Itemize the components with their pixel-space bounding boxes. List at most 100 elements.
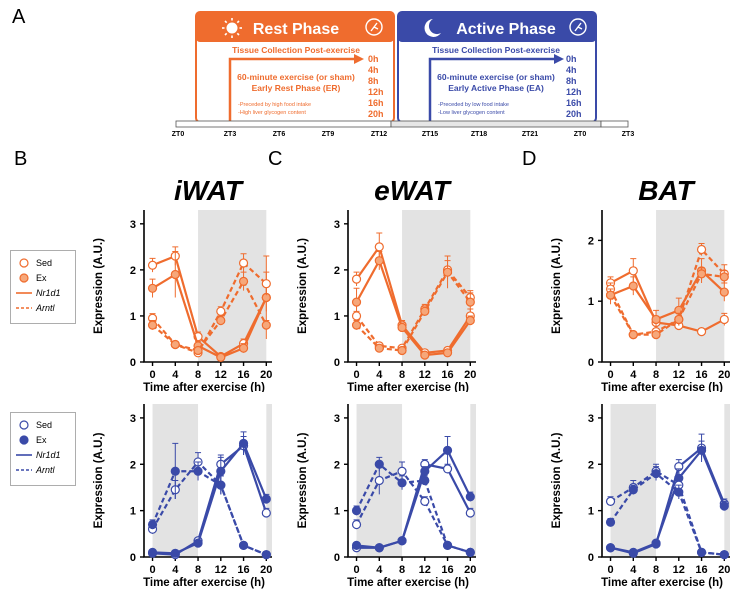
active-exercise-text: 60-minute exercise (or sham) <box>437 72 555 82</box>
zt-label-5: ZT15 <box>422 131 438 138</box>
panel-letter-c: C <box>268 148 283 170</box>
runner-icon-active <box>569 18 587 36</box>
zt-label-4: ZT12 <box>371 131 387 138</box>
data-point <box>374 256 384 266</box>
y-tick-label: 2 <box>130 459 136 471</box>
data-point <box>442 267 453 277</box>
data-point <box>465 508 475 518</box>
x-tick-label: 4 <box>376 369 383 381</box>
zt-label-0: ZT0 <box>172 131 185 138</box>
data-point <box>420 350 430 360</box>
data-point <box>193 538 203 548</box>
data-point <box>465 492 475 502</box>
chart-title: iWAT <box>174 175 245 206</box>
data-point <box>696 445 707 455</box>
data-point <box>261 279 271 289</box>
data-point <box>351 506 362 516</box>
data-point <box>216 306 226 316</box>
data-point <box>442 445 453 455</box>
active-phase-title: Active Phase <box>456 21 556 38</box>
sun-icon <box>222 18 242 38</box>
data-point <box>374 459 384 469</box>
data-point <box>628 266 638 276</box>
data-point <box>651 330 661 340</box>
series-line <box>355 267 472 350</box>
zt-bar-dark <box>390 120 602 128</box>
y-tick-label: 0 <box>130 357 136 369</box>
data-point <box>696 327 707 337</box>
data-point <box>442 348 453 358</box>
active-hours: 0h 4h 8h 12h 16h 20h <box>566 54 582 119</box>
data-point <box>170 548 180 558</box>
rest-hour-2: 8h <box>368 76 379 86</box>
data-point <box>397 466 407 476</box>
data-point <box>674 314 684 325</box>
data-point <box>238 540 249 551</box>
data-point <box>465 547 475 557</box>
y-tick-label: 3 <box>130 219 136 231</box>
data-point <box>605 517 616 527</box>
y-tick-label: 2 <box>588 235 594 247</box>
phase-shading <box>470 404 476 557</box>
rest-collection-text: Tissue Collection Post-exercise <box>232 45 360 55</box>
data-point <box>147 519 158 530</box>
active-hour-4: 16h <box>566 98 582 108</box>
data-point <box>193 466 203 476</box>
rest-phase-header <box>196 12 394 42</box>
x-tick-label: 4 <box>172 369 179 381</box>
y-tick-label: 3 <box>334 219 340 231</box>
y-axis-label: Expression (A.U.) <box>551 238 563 334</box>
data-point <box>351 274 362 284</box>
data-point <box>442 540 453 551</box>
y-axis-label: Expression (A.U.) <box>297 432 309 528</box>
data-point <box>147 260 158 270</box>
y-tick-label: 3 <box>130 413 136 425</box>
active-arrow <box>428 57 556 126</box>
zt-label-2: ZT6 <box>273 131 286 138</box>
legend-arntl-label: Arntl <box>35 303 56 313</box>
phase-shading <box>724 404 730 557</box>
series-line <box>355 469 471 554</box>
data-point <box>719 501 729 511</box>
data-point <box>420 496 430 506</box>
data-point <box>651 314 661 325</box>
x-axis-label: Time after exercise (h) <box>601 577 723 589</box>
x-tick-label: 12 <box>215 564 227 576</box>
x-tick-label: 20 <box>260 564 272 576</box>
data-point <box>216 315 226 326</box>
data-point <box>605 496 616 506</box>
data-point <box>374 475 384 486</box>
rest-arrowhead <box>354 54 364 64</box>
data-point <box>193 345 203 356</box>
data-point <box>605 543 616 553</box>
x-tick-label: 0 <box>149 564 155 576</box>
x-tick-label: 8 <box>399 369 405 381</box>
data-point <box>261 320 271 330</box>
x-tick-label: 0 <box>607 564 613 576</box>
runner-icon <box>365 18 383 36</box>
data-point <box>719 272 729 282</box>
rest-hours: 0h 4h 8h 12h 16h 20h <box>368 54 384 119</box>
y-tick-label: 0 <box>588 552 594 564</box>
data-point <box>420 475 430 486</box>
series-line <box>609 272 725 336</box>
legend-ex-marker <box>19 435 29 445</box>
legend-ex-label: Ex <box>36 273 47 283</box>
y-tick-label: 3 <box>588 413 594 425</box>
y-tick-label: 1 <box>588 296 594 308</box>
y-tick-label: 2 <box>334 265 340 277</box>
x-axis-label: Time after exercise (h) <box>347 382 469 392</box>
active-hour-2: 8h <box>566 76 577 86</box>
x-axis-label: Time after exercise (h) <box>143 382 265 392</box>
x-tick-label: 20 <box>718 369 730 381</box>
data-point <box>147 320 158 330</box>
y-tick-label: 1 <box>588 506 594 518</box>
data-point <box>719 314 729 325</box>
series-line <box>355 244 472 354</box>
data-point <box>628 547 638 557</box>
data-point <box>605 290 616 300</box>
x-tick-label: 8 <box>399 564 405 576</box>
x-tick-label: 0 <box>607 369 613 381</box>
data-point <box>261 494 271 504</box>
